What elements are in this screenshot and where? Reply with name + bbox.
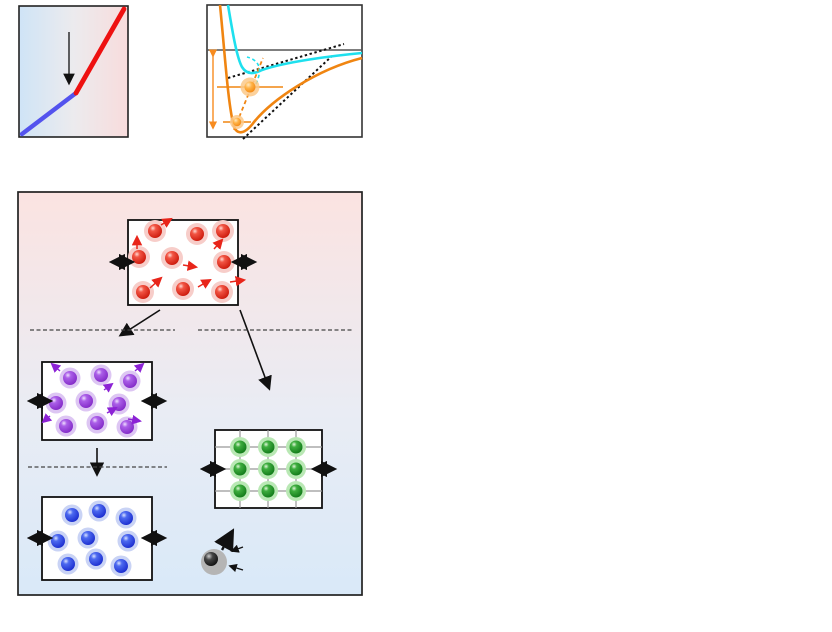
shallow-potential-curve bbox=[226, 4, 363, 75]
dynamics-legend bbox=[201, 528, 244, 575]
crystal-molecules bbox=[230, 437, 306, 501]
tangent-steep bbox=[242, 55, 333, 140]
alpha1-dashed-arc bbox=[246, 56, 261, 85]
panel-c bbox=[17, 191, 363, 596]
liquid-to-supercooled-arrow bbox=[118, 309, 161, 337]
vibrational-pointer bbox=[228, 563, 244, 573]
deep-potential-curve bbox=[218, 4, 363, 134]
panel-a-frame bbox=[18, 5, 129, 138]
liquid-to-crystal-arrow bbox=[239, 309, 272, 391]
configurational-pointer bbox=[230, 544, 244, 553]
configurational-arrow bbox=[214, 528, 235, 553]
configurational-ball bbox=[204, 552, 218, 566]
liquid-branch-line bbox=[73, 6, 127, 96]
panel-b bbox=[206, 4, 363, 140]
panel-a bbox=[18, 5, 129, 138]
upper-ball bbox=[240, 77, 260, 97]
supercooled-motion-arrows bbox=[41, 362, 145, 425]
liquid-motion-arrows bbox=[131, 217, 247, 289]
glass-branch-line bbox=[19, 90, 79, 137]
lower-ball bbox=[230, 115, 244, 129]
